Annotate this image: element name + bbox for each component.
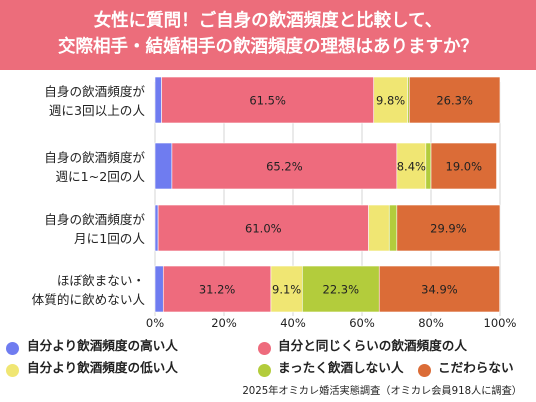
bar-segment xyxy=(430,142,497,190)
category-label: 自身の飲酒頻度が xyxy=(44,150,145,165)
data-label: 65.2% xyxy=(266,160,303,174)
x-tick-label: 0% xyxy=(146,316,164,330)
data-label: 9.1% xyxy=(272,283,301,297)
bar-segment xyxy=(368,204,390,252)
title-banner: 女性に質問！ご自身の飲酒頻度と比較して、 交際相手・結婚相手の飲酒頻度の理想はあ… xyxy=(0,0,536,70)
bar-segment xyxy=(154,76,162,124)
data-label: 8.4% xyxy=(397,160,426,174)
x-tick-label: 80% xyxy=(418,316,444,330)
bar-segment xyxy=(396,204,501,252)
category-label: 週に3回以上の人 xyxy=(49,103,146,118)
bar-segment xyxy=(388,204,398,252)
chart-title-line-1: 女性に質問！ご自身の飲酒頻度と比較して、 xyxy=(93,11,443,31)
source-note: 2025年オミカレ婚活実態調査（オミカレ会員918人に調査） xyxy=(242,386,522,397)
legend-swatch xyxy=(6,342,19,355)
bar-segment xyxy=(378,265,500,313)
bar-segment xyxy=(154,265,164,313)
category-label: 自身の飲酒頻度が xyxy=(44,84,145,99)
bar-segment xyxy=(162,265,272,313)
bar-segment xyxy=(408,76,501,124)
data-label: 26.3% xyxy=(436,94,473,108)
category-label: 月に1回の人 xyxy=(74,231,145,246)
legend-swatch xyxy=(258,342,271,355)
bar-segment xyxy=(157,204,369,252)
legend-label: こだわらない xyxy=(438,360,514,375)
data-label: 9.8% xyxy=(376,94,405,108)
data-label: 34.9% xyxy=(421,283,458,297)
legend-swatch xyxy=(418,364,431,377)
bar-segment xyxy=(425,142,432,190)
bar-segment xyxy=(154,142,173,190)
bar-segment xyxy=(154,204,159,252)
data-label: 19.0% xyxy=(446,160,483,174)
data-label: 61.5% xyxy=(249,94,286,108)
legend-label: 自分より飲酒頻度の高い人 xyxy=(27,338,178,353)
data-label: 31.2% xyxy=(199,283,236,297)
legend-swatch xyxy=(258,364,271,377)
bar-segment xyxy=(396,142,427,190)
category-label: 週に1~2回の人 xyxy=(55,169,145,184)
bar-segment xyxy=(161,76,375,124)
x-tick-label: 60% xyxy=(349,316,375,330)
data-label: 22.3% xyxy=(323,283,360,297)
legend-label: 自分より飲酒頻度の低い人 xyxy=(27,360,178,375)
bar-segment xyxy=(270,265,303,313)
x-tick-label: 100% xyxy=(484,316,517,330)
bar-segment xyxy=(302,265,380,313)
legend-swatch xyxy=(6,364,19,377)
data-label: 61.0% xyxy=(245,222,282,236)
legend-label: 自分と同じくらいの飲酒頻度の人 xyxy=(278,338,467,353)
x-tick-label: 40% xyxy=(280,316,306,330)
bar-segment xyxy=(171,142,398,190)
category-label: ほぼ飲まない・ xyxy=(57,273,145,288)
data-label: 29.9% xyxy=(430,222,467,236)
legend-label: まったく飲酒しない人 xyxy=(278,360,404,375)
x-tick-label: 20% xyxy=(211,316,237,330)
category-label: 体質的に飲めない人 xyxy=(32,292,146,307)
category-label: 自身の飲酒頻度が xyxy=(44,212,145,227)
chart-title-line-2: 交際相手・結婚相手の飲酒頻度の理想はありますか？ xyxy=(58,37,478,57)
